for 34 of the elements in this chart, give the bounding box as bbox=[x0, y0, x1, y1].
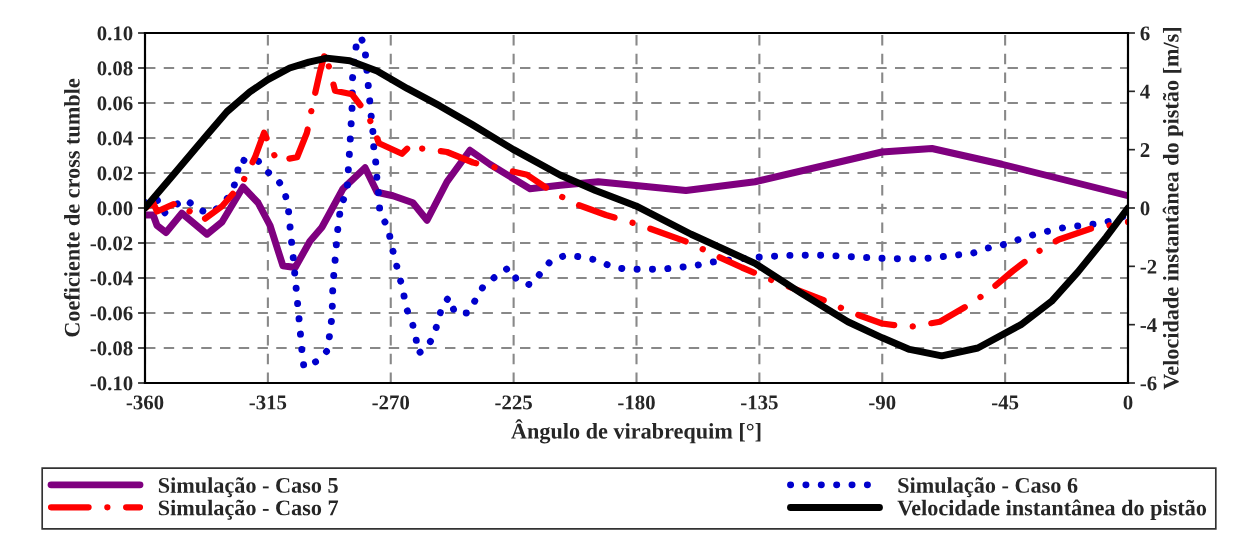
y-tick-label: -0.02 bbox=[90, 236, 133, 251]
x-axis-title: Ângulo de virabrequim [°] bbox=[511, 419, 761, 444]
y2-tick-label: 2 bbox=[1140, 143, 1150, 157]
x-tick-label: -180 bbox=[618, 395, 655, 410]
y2-tick-label: 6 bbox=[1140, 26, 1150, 41]
x-tick-label: -270 bbox=[372, 395, 410, 410]
y-tick-label: -0.08 bbox=[90, 341, 133, 356]
y2-tick-label: -4 bbox=[1140, 318, 1157, 332]
x-tick-label: -225 bbox=[495, 395, 532, 410]
y-tick-label: 0.10 bbox=[97, 26, 133, 41]
y-tick-label: 0.02 bbox=[97, 166, 133, 181]
y-tick-label: 0.00 bbox=[97, 201, 133, 216]
legend-label: Simulação - Caso 6 bbox=[898, 477, 1078, 498]
y2-tick-label: -6 bbox=[1140, 376, 1157, 391]
y-tick-label: 0.08 bbox=[97, 61, 133, 76]
y-tick-label: 0.06 bbox=[97, 96, 133, 111]
y2-tick-label: 4 bbox=[1140, 84, 1150, 99]
x-tick-label: -90 bbox=[869, 395, 896, 410]
y-tick-label: -0.06 bbox=[90, 306, 133, 321]
y2-tick-label: 0 bbox=[1140, 201, 1150, 216]
y-tick-label: -0.04 bbox=[90, 271, 133, 286]
x-tick-label: -360 bbox=[126, 395, 164, 410]
x-tick-label: -315 bbox=[249, 395, 287, 410]
y-axis-title: Coeficiente de cross tumble bbox=[63, 78, 80, 337]
legend-label: Simulação - Caso 5 bbox=[158, 477, 338, 498]
y-tick-label: 0.04 bbox=[97, 131, 133, 146]
y-tick-label: -0.10 bbox=[90, 376, 133, 391]
y2-axis-title: Velocidade instantânea do pistão [m/s] bbox=[1162, 27, 1184, 390]
legend-label: Simulação - Caso 7 bbox=[158, 499, 339, 520]
x-tick-label: -45 bbox=[992, 395, 1019, 410]
legend-label: Velocidade instantânea do pistão bbox=[897, 499, 1207, 520]
x-tick-label: -135 bbox=[741, 395, 778, 410]
y2-tick-label: -2 bbox=[1140, 259, 1157, 274]
x-tick-label: 0 bbox=[1123, 395, 1133, 410]
